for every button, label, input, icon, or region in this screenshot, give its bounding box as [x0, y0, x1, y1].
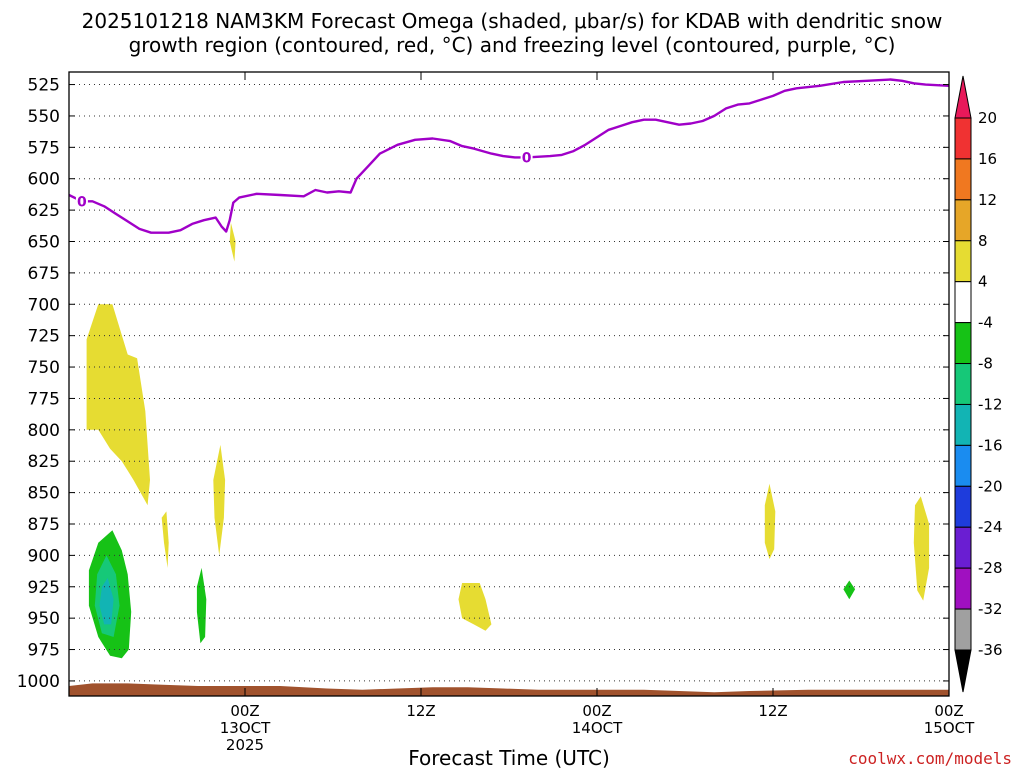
omega-region-upward-4to8-f: [764, 483, 776, 560]
omega-region-upward-4to8-e: [458, 583, 492, 631]
y-tick-label-525: 525: [28, 76, 60, 96]
y-tick-label-900: 900: [28, 546, 60, 566]
freezing-level-line: [68, 78, 950, 234]
y-tick-label-825: 825: [28, 452, 60, 472]
y-tick-label-675: 675: [28, 264, 60, 284]
omega-colorbar: 20 16 12 8 4 -4 -8 -12 -16 -20 -24 -28 -32 -36: [954, 75, 1003, 693]
colorbar-swatch-3: [954, 199, 972, 242]
x-tick-label-3-line1: 12Z: [758, 702, 787, 720]
freezing-level-label-1: 0: [522, 150, 532, 166]
x-tick-label-4-line2: 15OCT: [924, 719, 975, 737]
colorbar-label-13: -36: [978, 641, 1003, 659]
freezing-level-label-0: 0: [77, 194, 87, 210]
colorbar-swatch-8: [954, 403, 972, 446]
y-tick-label-725: 725: [28, 327, 60, 347]
omega-region-upward-4to8-g: [913, 496, 930, 601]
terrain-fill: [69, 683, 949, 696]
y-tick-label-800: 800: [28, 421, 60, 441]
colorbar-swatch-6: [954, 322, 972, 365]
y-tick-label-975: 975: [28, 641, 60, 661]
colorbar-swatch-7: [954, 363, 972, 405]
colorbar-swatch-1: [954, 117, 972, 160]
colorbar-label-5: -4: [978, 314, 993, 332]
omega-region-downward-4to8-c: [843, 580, 856, 600]
omega-region-upward-4to8-b: [161, 511, 169, 568]
y-tick-label-600: 600: [28, 170, 60, 190]
colorbar-swatch-5: [954, 281, 972, 324]
colorbar-swatch-12: [954, 567, 972, 610]
colorbar-swatch-10: [954, 485, 972, 528]
colorbar-label-4: 4: [978, 273, 988, 291]
y-tick-label-700: 700: [28, 295, 60, 315]
colorbar-swatch-11: [954, 526, 972, 569]
plot-area: [69, 72, 949, 696]
omega-shading: [86, 222, 930, 659]
x-tick-label-2-line2: 14OCT: [572, 719, 623, 737]
colorbar-label-1: 16: [978, 150, 997, 168]
colorbar-label-11: -28: [978, 559, 1003, 577]
colorbar-label-6: -8: [978, 355, 993, 373]
chart-title-line-1: 2025101218 NAM3KM Forecast Omega (shaded…: [82, 9, 943, 33]
y-tick-label-550: 550: [28, 107, 60, 127]
colorbar-swatch-13: [954, 608, 972, 651]
y-tick-label-1000: 1000: [17, 672, 60, 692]
colorbar-label-9: -20: [978, 477, 1003, 495]
colorbar-label-12: -32: [978, 600, 1003, 618]
plot-frame: [68, 71, 950, 697]
terrain-polygon: [69, 683, 949, 696]
y-tick-label-650: 650: [28, 232, 60, 252]
colorbar-swatch-2: [954, 158, 972, 201]
freezing-level-contour: 00: [68, 78, 950, 234]
colorbar-label-0: 20: [978, 109, 997, 127]
y-tick-label-575: 575: [28, 138, 60, 158]
omega-region-upward-4to8-d: [229, 222, 236, 262]
y-tick-label-750: 750: [28, 358, 60, 378]
omega-region-upward-4to8-c: [213, 444, 226, 556]
colorbar-label-7: -12: [978, 395, 1003, 413]
y-tick-label-875: 875: [28, 515, 60, 535]
colorbar-swatch-9: [954, 444, 972, 487]
colorbar-bottom-arrow: [954, 649, 972, 693]
freezing-label-bg-1: [520, 149, 533, 166]
y-tick-label-925: 925: [28, 578, 60, 598]
omega-region-upward-4to8-a: [86, 304, 150, 506]
colorbar-top-arrow: [954, 75, 972, 119]
y-tick-label-775: 775: [28, 389, 60, 409]
colorbar-label-3: 8: [978, 232, 988, 250]
x-tick-label-0-line2: 13OCT: [220, 719, 271, 737]
y-tick-label-625: 625: [28, 201, 60, 221]
credit-link[interactable]: coolwx.com/models: [848, 749, 1012, 768]
x-tick-label-4-line1: 00Z: [934, 702, 963, 720]
y-axis-ticks: 525 550 575 600 625 650 675 700 725 750 775 800 825 8…: [17, 76, 949, 692]
colorbar-swatch-4: [954, 240, 972, 283]
x-axis-label: Forecast Time (UTC): [408, 746, 610, 768]
colorbar-label-10: -24: [978, 518, 1003, 536]
omega-region-downward-12to16: [99, 578, 114, 625]
colorbar-label-2: 12: [978, 191, 997, 209]
x-tick-label-0-line3: 2025: [226, 736, 264, 754]
x-tick-label-0-line1: 00Z: [230, 702, 259, 720]
y-tick-label-950: 950: [28, 609, 60, 629]
colorbar-label-8: -16: [978, 436, 1003, 454]
y-tick-label-850: 850: [28, 484, 60, 504]
x-tick-label-2-line1: 00Z: [582, 702, 611, 720]
freezing-label-bg-0: [75, 193, 88, 210]
pressure-gridlines: [69, 84, 949, 682]
x-tick-label-1-line1: 12Z: [406, 702, 435, 720]
chart-title-line-2: growth region (contoured, red, °C) and f…: [129, 33, 896, 57]
